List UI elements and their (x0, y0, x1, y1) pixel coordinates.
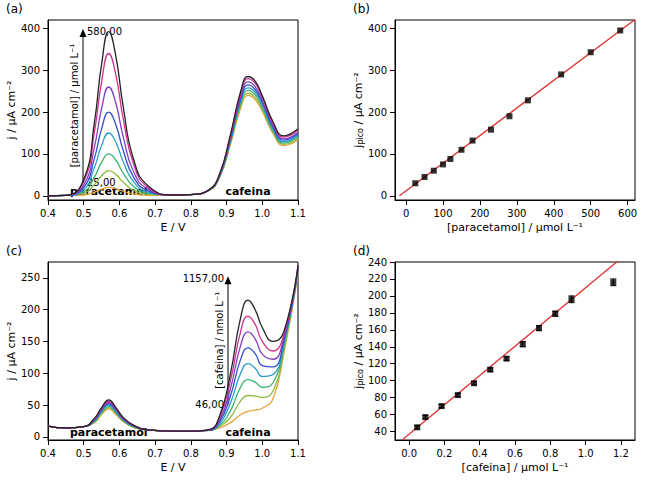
svg-text:0.4: 0.4 (40, 208, 56, 219)
svg-text:250: 250 (21, 272, 40, 283)
svg-text:cafeina: cafeina (225, 185, 270, 198)
svg-text:0.7: 0.7 (147, 208, 163, 219)
svg-text:100: 100 (21, 368, 40, 379)
svg-text:100: 100 (433, 208, 452, 219)
svg-text:0.8: 0.8 (542, 448, 558, 459)
svg-text:300: 300 (368, 65, 387, 76)
svg-text:600: 600 (618, 208, 637, 219)
svg-text:0.6: 0.6 (111, 208, 127, 219)
svg-text:1.1: 1.1 (290, 208, 306, 219)
svg-text:300: 300 (507, 208, 526, 219)
svg-text:200: 200 (21, 304, 40, 315)
svg-text:0.9: 0.9 (219, 448, 235, 459)
svg-text:1.0: 1.0 (578, 448, 594, 459)
svg-text:60: 60 (374, 409, 387, 420)
svg-text:200: 200 (368, 290, 387, 301)
svg-text:j: j (351, 144, 365, 148)
svg-text:j / µA cm⁻²: j / µA cm⁻² (5, 81, 18, 141)
svg-text:46,00: 46,00 (195, 399, 224, 410)
svg-text:1.1: 1.1 (290, 448, 306, 459)
svg-text:j: j (351, 385, 365, 389)
svg-text:cafeina: cafeina (225, 426, 270, 439)
svg-text:0.9: 0.9 (219, 208, 235, 219)
svg-text:0.8: 0.8 (183, 208, 199, 219)
svg-text:220: 220 (368, 273, 387, 284)
svg-text:0.0: 0.0 (401, 448, 417, 459)
svg-text:180: 180 (368, 307, 387, 318)
svg-text:[cafeina] / nmol L⁻¹: [cafeina] / nmol L⁻¹ (214, 292, 225, 389)
svg-text:0.5: 0.5 (76, 208, 92, 219)
svg-text:pico: pico (356, 369, 365, 386)
svg-text:100: 100 (21, 148, 40, 159)
svg-text:200: 200 (368, 107, 387, 118)
svg-text:[cafeina] / µmol L⁻¹: [cafeina] / µmol L⁻¹ (462, 461, 569, 474)
svg-text:0.6: 0.6 (507, 448, 523, 459)
svg-text:(d): (d) (353, 244, 370, 258)
svg-text:E / V: E / V (160, 461, 186, 474)
svg-text:(b): (b) (353, 2, 370, 16)
svg-text:240: 240 (368, 257, 387, 268)
svg-text:1.2: 1.2 (613, 448, 629, 459)
svg-text:0: 0 (34, 431, 40, 442)
svg-text:[paracetamol] / µmol L⁻¹: [paracetamol] / µmol L⁻¹ (69, 44, 80, 168)
svg-text:580,00: 580,00 (87, 26, 122, 37)
svg-text:400: 400 (21, 23, 40, 34)
svg-text:0.4: 0.4 (40, 448, 56, 459)
svg-text:80: 80 (374, 392, 387, 403)
svg-text:(c): (c) (6, 244, 22, 258)
svg-text:140: 140 (368, 341, 387, 352)
svg-text:1.0: 1.0 (254, 208, 270, 219)
svg-text:200: 200 (21, 107, 40, 118)
svg-text:40: 40 (374, 426, 387, 437)
svg-text:paracetamol: paracetamol (69, 426, 148, 440)
svg-text:0.6: 0.6 (111, 448, 127, 459)
svg-text:150: 150 (21, 336, 40, 347)
svg-text:400: 400 (544, 208, 563, 219)
svg-text:0: 0 (34, 190, 40, 201)
svg-text:300: 300 (21, 65, 40, 76)
svg-text:0.2: 0.2 (436, 448, 452, 459)
svg-text:100: 100 (368, 375, 387, 386)
svg-text:[paracetamol] / µmol L⁻¹: [paracetamol] / µmol L⁻¹ (447, 221, 583, 234)
svg-text:0.7: 0.7 (147, 448, 163, 459)
svg-text:j / µA cm⁻²: j / µA cm⁻² (5, 322, 18, 382)
svg-text:/ µA cm⁻²: / µA cm⁻² (352, 72, 365, 128)
svg-text:0.5: 0.5 (76, 448, 92, 459)
svg-text:pico: pico (356, 128, 365, 145)
svg-text:0: 0 (403, 208, 409, 219)
svg-text:/ µA cm⁻²: / µA cm⁻² (352, 313, 365, 369)
svg-text:400: 400 (368, 23, 387, 34)
svg-text:0.4: 0.4 (472, 448, 488, 459)
svg-text:0.8: 0.8 (183, 448, 199, 459)
svg-text:160: 160 (368, 324, 387, 335)
svg-text:0: 0 (381, 190, 387, 201)
svg-text:200: 200 (470, 208, 489, 219)
svg-text:120: 120 (368, 358, 387, 369)
svg-text:(a): (a) (6, 2, 23, 16)
svg-text:50: 50 (27, 400, 40, 411)
svg-text:100: 100 (368, 148, 387, 159)
svg-text:E / V: E / V (160, 221, 186, 234)
svg-text:1.0: 1.0 (254, 448, 270, 459)
svg-text:500: 500 (581, 208, 600, 219)
svg-text:1157,00: 1157,00 (183, 273, 224, 284)
